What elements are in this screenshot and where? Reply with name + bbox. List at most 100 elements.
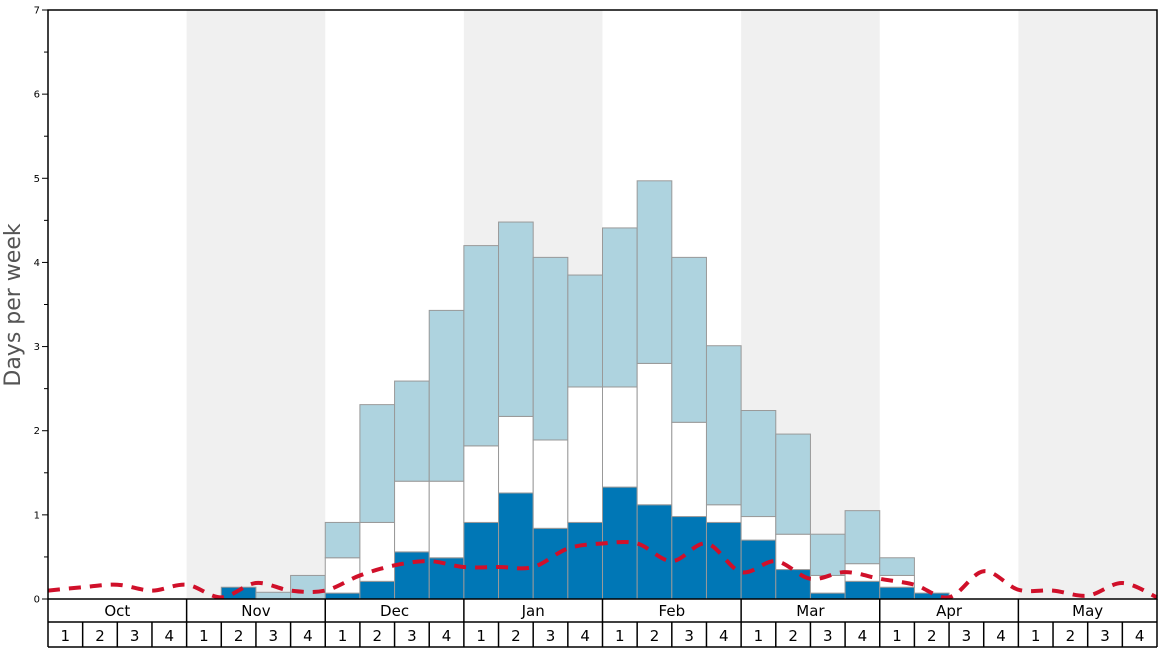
bar-week-12-top [428, 309, 465, 482]
month-shade-nov [186, 10, 326, 599]
bar-week-25-bottom [879, 586, 915, 600]
bar-week-25-top [879, 557, 915, 576]
bar-week-23-top [809, 533, 846, 576]
bar-week-17-middle [602, 386, 638, 488]
bar-week-14-bottom [498, 492, 534, 600]
bar-week-20-top [705, 345, 742, 506]
week-label: 2 [788, 627, 798, 645]
bar-week-17-top [602, 227, 638, 388]
axes: 0 1 2 3 4 5 6 7 Oct 1 2 3 4 Nov 1 2 3 4 Dec 1 2 3 4 Jan 1 2 3 4 Feb 1… [34, 6, 1158, 648]
y-tick-label: 5 [34, 174, 40, 185]
week-label: 1 [892, 627, 902, 645]
week-label: 3 [823, 627, 833, 645]
week-label: 3 [268, 627, 278, 645]
week-label: 4 [858, 627, 868, 645]
month-label-nov: Nov [241, 602, 270, 620]
bar-week-7-top [255, 591, 292, 600]
week-label: 2 [511, 627, 521, 645]
week-label: 2 [372, 627, 382, 645]
bar-week-11-bottom [394, 551, 430, 600]
bar-week-16-middle [567, 386, 603, 523]
bar-week-18-top [636, 180, 673, 364]
week-label: 2 [1066, 627, 1076, 645]
month-label-oct: Oct [104, 602, 130, 620]
y-tick-label: 7 [34, 6, 40, 17]
bar-week-8-top [290, 574, 326, 600]
week-label: 1 [754, 627, 764, 645]
month-label-jan: Jan [521, 602, 545, 620]
bar-week-10-middle [359, 521, 396, 582]
bar-week-18-middle [636, 362, 673, 506]
y-axis-label: Days per week [1, 223, 26, 386]
week-label: 1 [615, 627, 625, 645]
week-label: 2 [650, 627, 660, 645]
month-label-dec: Dec [380, 602, 409, 620]
bar-week-11-middle [394, 480, 430, 553]
week-label: 4 [719, 627, 729, 645]
bar-week-24-bottom [844, 580, 881, 600]
bar-week-10-bottom [359, 580, 396, 600]
month-label-feb: Feb [659, 602, 686, 620]
bar-week-19-middle [671, 421, 707, 518]
average-dashed-line [47, 539, 1158, 600]
bar-week-12-middle [428, 480, 465, 559]
bar-week-20-middle [705, 504, 742, 523]
week-label: 2 [95, 627, 105, 645]
bar-week-23-bottom [809, 592, 846, 600]
week-label: 3 [130, 627, 140, 645]
bar-week-13-top [463, 245, 500, 447]
bar-week-13-middle [463, 445, 500, 523]
bar-week-10-top [359, 404, 396, 523]
week-label: 3 [1100, 627, 1110, 645]
week-label: 1 [199, 627, 209, 645]
y-tick-label: 6 [34, 90, 40, 101]
bar-week-19-top [671, 256, 707, 423]
week-label: 1 [476, 627, 486, 645]
bar-week-22-bottom [775, 569, 811, 600]
average-line [47, 539, 1158, 600]
bar-week-9-middle [324, 557, 361, 594]
bar-week-16-bottom [567, 521, 603, 600]
week-label: 1 [338, 627, 348, 645]
week-label: 4 [303, 627, 313, 645]
bar-week-9-top [324, 521, 361, 559]
month-label-may: May [1072, 602, 1103, 620]
week-label: 4 [996, 627, 1006, 645]
bar-week-20-bottom [705, 521, 742, 600]
bar-week-11-top [394, 380, 430, 482]
bar-week-21-bottom [740, 539, 777, 600]
week-label: 4 [580, 627, 590, 645]
bar-week-13-bottom [463, 521, 500, 600]
month-label-mar: Mar [796, 602, 825, 620]
y-tick-label: 3 [34, 342, 40, 353]
y-tick-label: 1 [34, 510, 40, 521]
week-label: 2 [927, 627, 937, 645]
bar-week-22-top [775, 433, 811, 535]
bar-week-16-top [567, 274, 603, 388]
stacked-bars [220, 180, 950, 600]
week-label: 3 [407, 627, 417, 645]
bar-week-12-bottom [428, 557, 465, 600]
bar-week-14-top [498, 221, 534, 417]
bar-week-9-bottom [324, 592, 361, 600]
y-tick-label: 0 [34, 595, 40, 606]
y-tick-label: 2 [34, 426, 40, 437]
week-label: 4 [442, 627, 452, 645]
bar-week-21-middle [740, 516, 777, 541]
bar-week-18-bottom [636, 504, 673, 600]
week-label: 2 [234, 627, 244, 645]
week-label: 3 [546, 627, 556, 645]
week-label: 1 [61, 627, 71, 645]
week-label: 4 [1135, 627, 1145, 645]
week-label: 1 [1031, 627, 1041, 645]
bar-week-15-top [532, 256, 569, 441]
month-shade-may [1018, 10, 1157, 599]
week-label: 3 [684, 627, 694, 645]
bar-week-22-middle [775, 533, 811, 571]
bar-week-15-middle [532, 439, 569, 529]
bar-week-24-top [844, 510, 881, 565]
week-label: 4 [165, 627, 175, 645]
bar-week-21-top [740, 410, 777, 518]
month-label-apr: Apr [936, 602, 963, 620]
